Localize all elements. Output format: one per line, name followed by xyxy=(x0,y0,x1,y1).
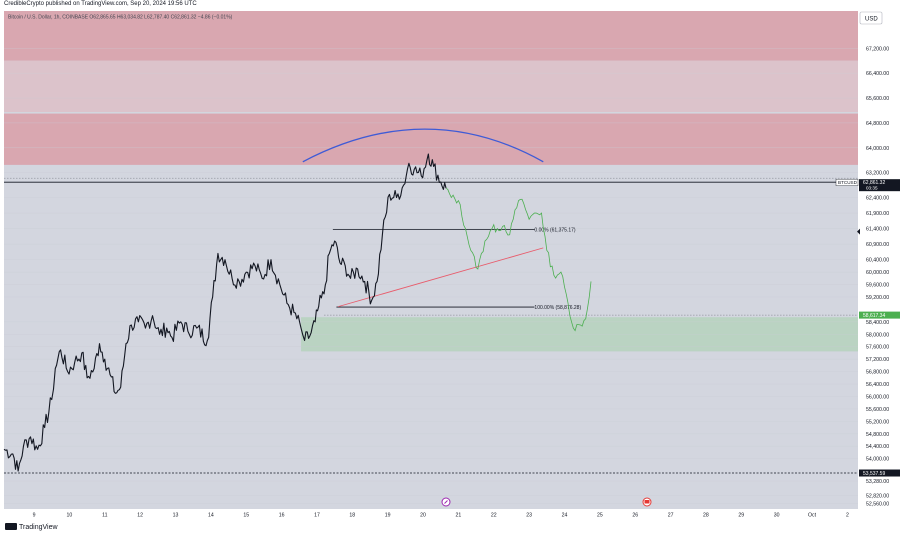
grid-layer xyxy=(4,48,858,504)
x-tick-label: 25 xyxy=(597,513,603,519)
tradingview-logo-icon xyxy=(5,523,17,530)
y-tick-label: 64,000.00 xyxy=(866,146,889,152)
price-axis-background xyxy=(858,11,900,509)
x-tick-label: 9 xyxy=(33,513,36,519)
x-tick-label: 27 xyxy=(668,513,674,519)
last-price-countdown: 03:35 xyxy=(866,186,878,191)
last-price-symbol-box xyxy=(835,178,859,186)
price-axis[interactable]: 67,200.00 66,400.00 65,600.00 64,800.00 64,0… xyxy=(835,46,900,507)
y-tick-label: 65,600.00 xyxy=(866,96,889,102)
brand-label: TradingView xyxy=(19,524,58,531)
y-tick-label: 61,400.00 xyxy=(866,227,889,233)
time-axis-background xyxy=(0,509,900,521)
y-tick-label: 52,820.00 xyxy=(866,493,889,499)
y-tick-label: 59,200.00 xyxy=(866,295,889,301)
y-tick-label: 55,600.00 xyxy=(866,407,889,413)
price-marker-tag xyxy=(859,311,900,319)
overlays-layer: 0.00% (61,375.17) 100.00% (58,876.28) xyxy=(4,128,858,474)
axis-crosshair-arrow xyxy=(857,228,860,235)
zone-supply-light-1 xyxy=(4,60,858,113)
x-tick-label: 29 xyxy=(738,513,744,519)
y-tick-label: 63,200.00 xyxy=(866,171,889,177)
time-axis[interactable]: 9 10 11 12 13 14 15 16 17 18 19 20 21 22 23 24 25 26 27 28 2… xyxy=(33,513,849,519)
y-tick-label: 54,800.00 xyxy=(866,432,889,438)
rounding-top-arc xyxy=(302,128,544,163)
publisher-line: CredibleCrypto published on TradingView.… xyxy=(4,1,197,7)
price-series-candles xyxy=(3,153,447,472)
flag-icon[interactable] xyxy=(642,497,652,507)
x-tick-label: 17 xyxy=(314,513,320,519)
y-tick-label: 52,560.00 xyxy=(866,501,889,507)
y-tick-label: 64,800.00 xyxy=(866,121,889,127)
y-tick-label: 59,600.00 xyxy=(866,283,889,289)
footer-brand: TradingView xyxy=(5,523,58,531)
last-price-symbol: BTCUSD xyxy=(838,180,858,185)
currency-button[interactable]: USD xyxy=(859,11,883,25)
x-tick-label: 26 xyxy=(632,513,638,519)
y-tick-label: 56,000.00 xyxy=(866,394,889,400)
y-tick-label: 60,000.00 xyxy=(866,270,889,276)
x-tick-label: Oct xyxy=(808,513,817,519)
x-tick-label: 18 xyxy=(349,513,355,519)
last-price-tag xyxy=(859,179,900,192)
y-tick-label: 60,400.00 xyxy=(866,258,889,264)
y-tick-label: 61,900.00 xyxy=(866,211,889,217)
event-icon[interactable] xyxy=(441,497,451,507)
x-tick-label: 24 xyxy=(562,513,568,519)
x-tick-label: 30 xyxy=(774,513,780,519)
currency-label: USD xyxy=(865,17,878,23)
x-tick-label: 28 xyxy=(703,513,709,519)
y-tick-label: 57,600.00 xyxy=(866,345,889,351)
y-tick-label: 58,000.00 xyxy=(866,332,889,338)
x-tick-label: 14 xyxy=(208,513,214,519)
x-tick-label: 2 xyxy=(846,513,849,519)
x-tick-label: 15 xyxy=(243,513,249,519)
x-tick-label: 10 xyxy=(67,513,73,519)
trendline xyxy=(338,247,544,308)
chart-legend: Bitcoin / U.S. Dollar, 1h, COINBASE O62,… xyxy=(8,15,233,21)
last-price-value: 62,861.32 xyxy=(863,180,885,186)
zone-supply-0 xyxy=(4,11,858,61)
x-tick-label: 21 xyxy=(456,513,462,519)
y-tick-label: 62,400.00 xyxy=(866,196,889,202)
y-tick-label: 60,900.00 xyxy=(866,242,889,248)
x-tick-label: 13 xyxy=(173,513,179,519)
price-marker-value: 58,617.34 xyxy=(863,313,885,319)
x-tick-label: 16 xyxy=(279,513,285,519)
low-marker-tag xyxy=(859,469,900,477)
y-tick-label: 54,000.00 xyxy=(866,457,889,463)
y-tick-label: 58,400.00 xyxy=(866,320,889,326)
fib-level-label-0: 0.00% (61,375.17) xyxy=(534,227,575,233)
y-tick-label: 56,800.00 xyxy=(866,370,889,376)
y-tick-label: 53,280.00 xyxy=(866,479,889,485)
fib-level-label-1: 100.00% (58,876.28) xyxy=(534,305,581,311)
y-tick-label: 66,400.00 xyxy=(866,71,889,77)
y-tick-label: 54,400.00 xyxy=(866,444,889,450)
y-tick-label: 67,200.00 xyxy=(866,46,889,52)
x-tick-label: 11 xyxy=(102,513,107,519)
x-tick-label: 20 xyxy=(420,513,426,519)
series-layer xyxy=(3,153,592,472)
x-tick-label: 23 xyxy=(526,513,532,519)
x-tick-label: 12 xyxy=(137,513,143,519)
zone-supply-2 xyxy=(4,113,858,165)
projected-path xyxy=(445,187,592,332)
y-tick-label: 55,200.00 xyxy=(866,419,889,425)
y-tick-label: 56,400.00 xyxy=(866,382,889,388)
x-tick-label: 19 xyxy=(385,513,391,519)
low-marker-value: 53,537.59 xyxy=(863,471,885,477)
x-tick-label: 22 xyxy=(491,513,497,519)
y-tick-label: 57,200.00 xyxy=(866,357,889,363)
